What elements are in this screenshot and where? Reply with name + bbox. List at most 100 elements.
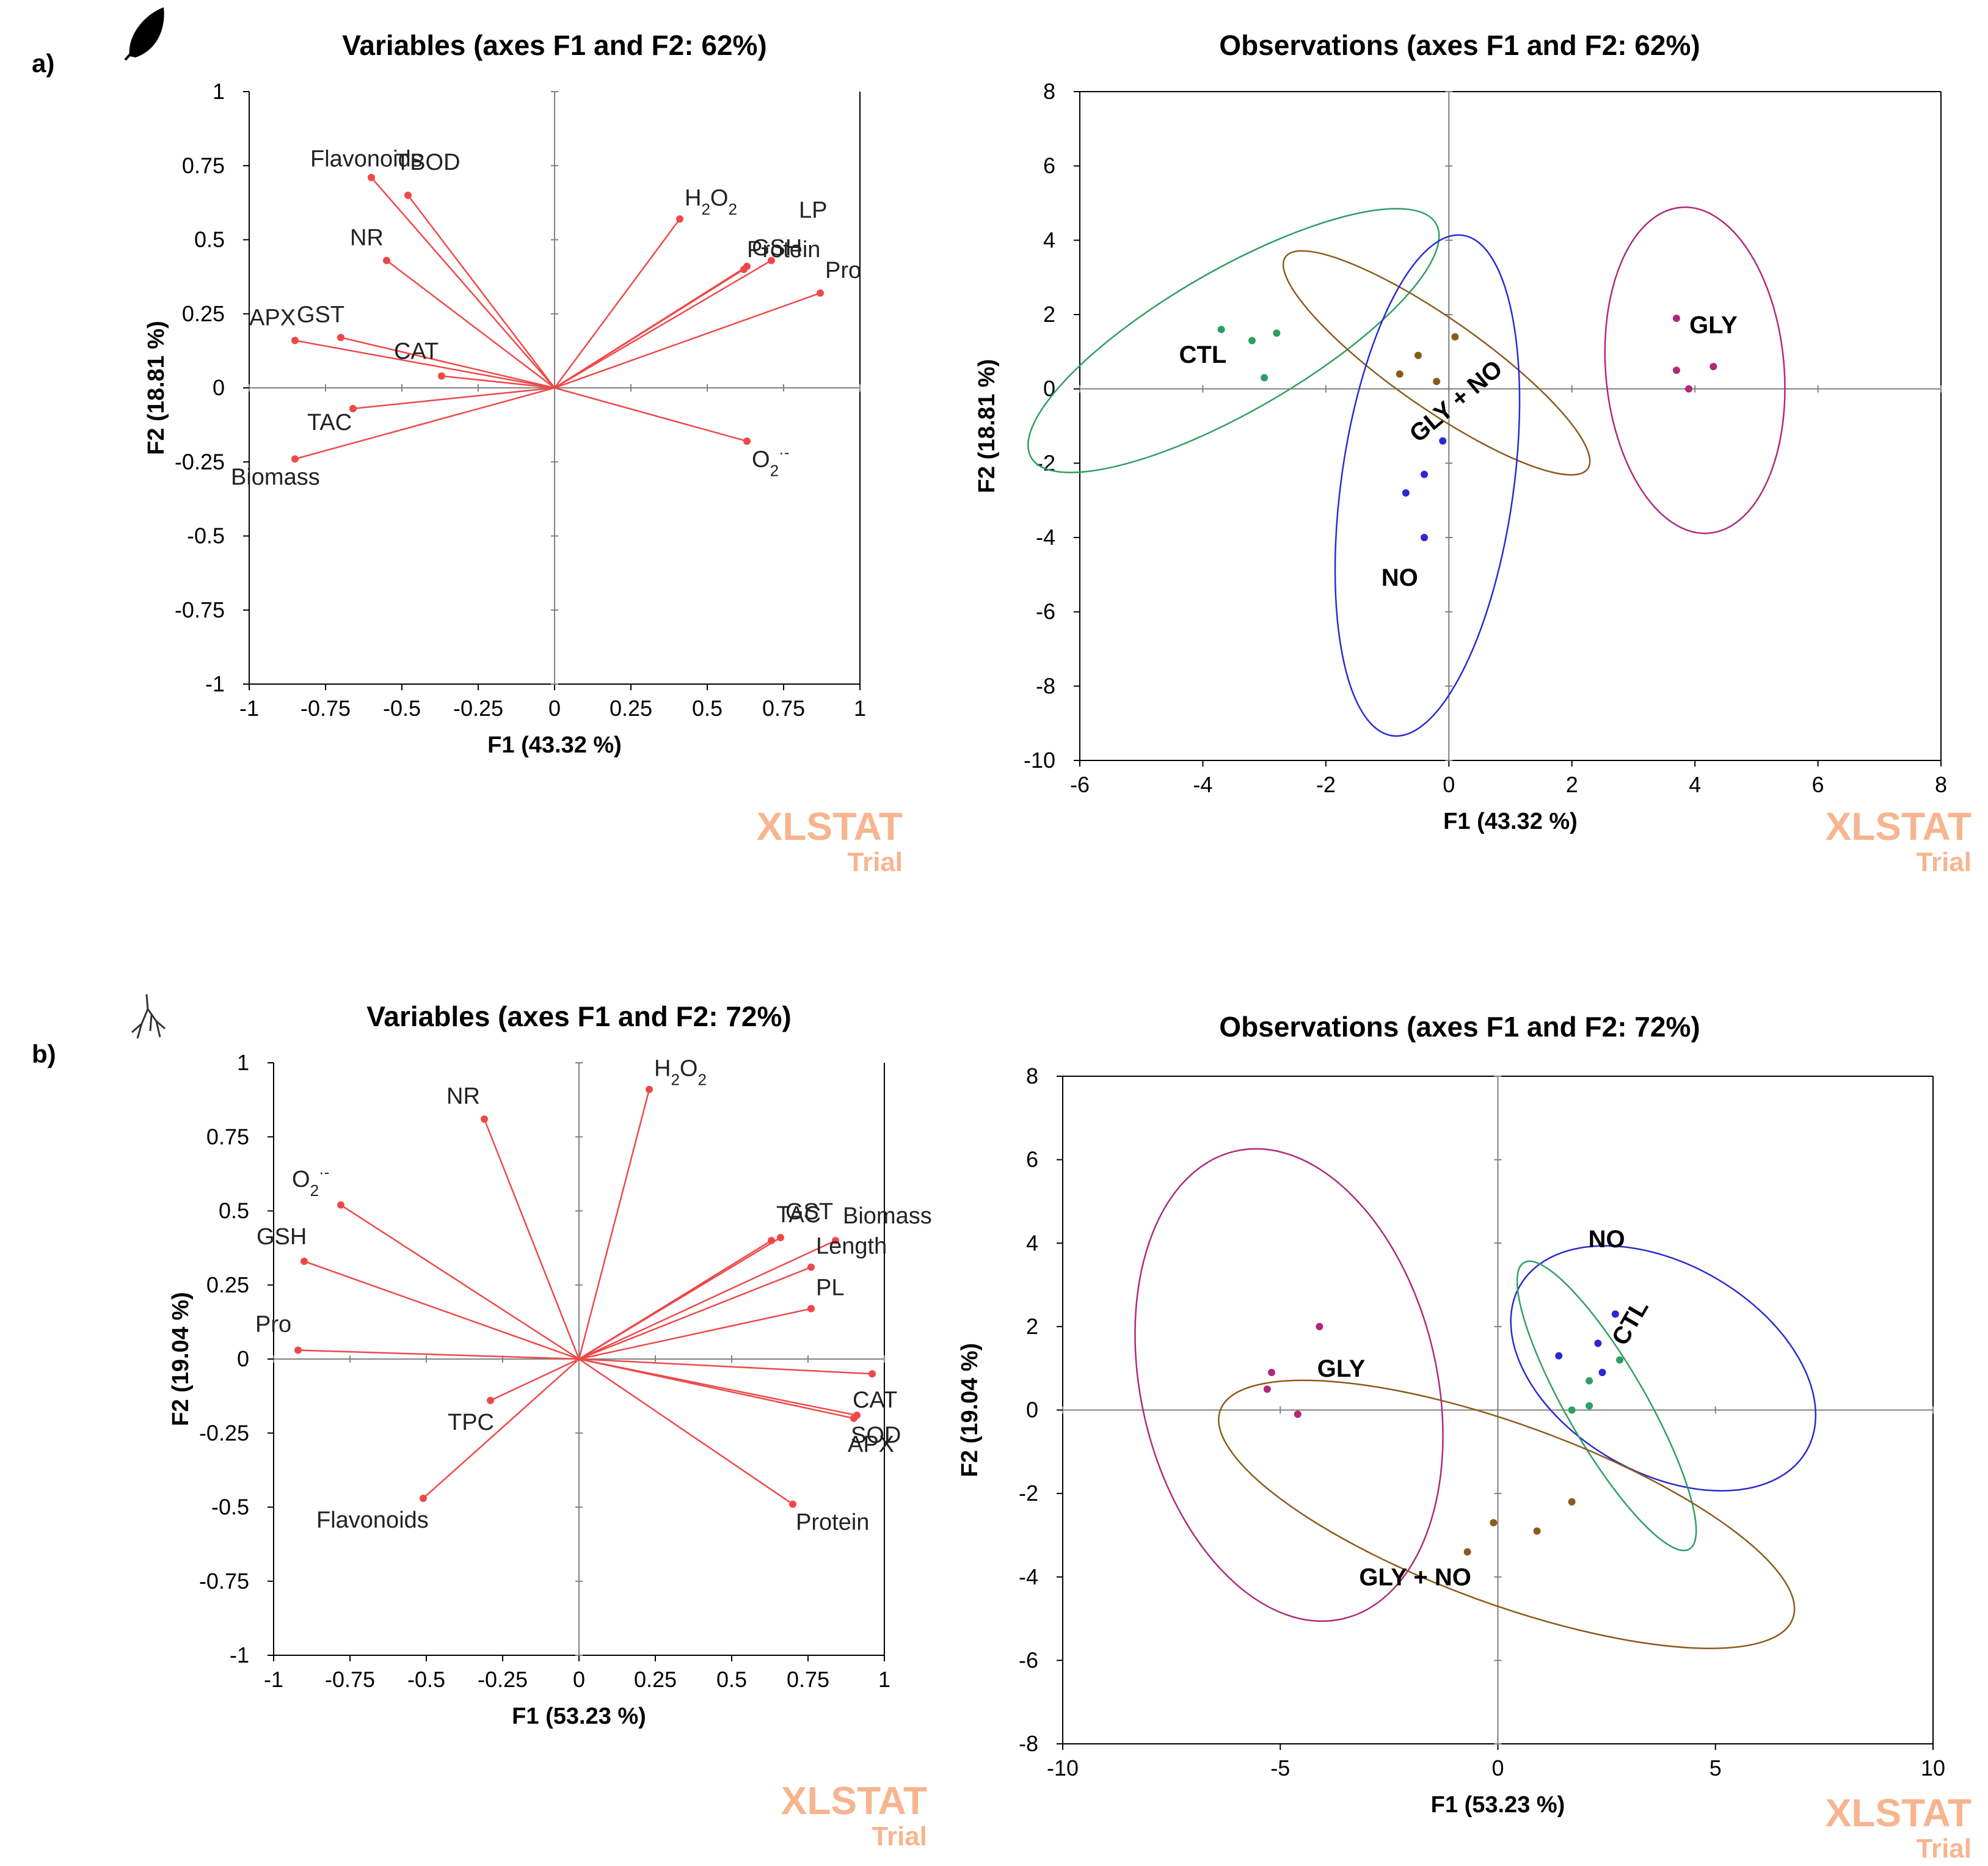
variable-vector bbox=[340, 1204, 580, 1360]
variable-point bbox=[768, 257, 775, 264]
variable-label: Flavonoids bbox=[310, 147, 423, 172]
observation-point bbox=[1672, 315, 1680, 323]
variable-label: Biomass bbox=[843, 1203, 932, 1229]
y-tick-label: -0.25 bbox=[175, 449, 225, 474]
y-tick-label: 0.25 bbox=[182, 301, 225, 326]
variable-vector bbox=[297, 1349, 580, 1360]
group-ellipse bbox=[1604, 206, 1786, 534]
observation-point bbox=[1294, 1410, 1302, 1418]
panel-label-b: b) bbox=[32, 1040, 56, 1068]
watermark-note: Trial bbox=[848, 847, 903, 877]
variable-point bbox=[383, 257, 390, 264]
variable-label: GSH bbox=[752, 235, 802, 261]
x-tick-label: 0.75 bbox=[787, 1667, 829, 1692]
x-tick-label: -10 bbox=[1047, 1755, 1079, 1780]
variable-vector bbox=[490, 1358, 580, 1402]
y-tick-label: 4 bbox=[1026, 1230, 1038, 1255]
y-tick-label: -6 bbox=[1019, 1647, 1038, 1672]
observation-point bbox=[1533, 1527, 1541, 1535]
x-tick-label: 0 bbox=[1491, 1755, 1504, 1780]
chart-title: Variables (axes F1 and F2: 62%) bbox=[342, 29, 766, 61]
variable-vector bbox=[352, 387, 555, 410]
group-label: NO bbox=[1382, 564, 1418, 591]
observation-point bbox=[1414, 351, 1422, 359]
observation-point bbox=[1555, 1352, 1563, 1360]
x-axis-label: F1 (53.23 %) bbox=[1431, 1792, 1565, 1818]
observation-point bbox=[1402, 489, 1410, 497]
variable-vector bbox=[304, 1260, 580, 1360]
variable-label: CAT bbox=[394, 339, 439, 365]
x-tick-label: 0 bbox=[573, 1667, 585, 1692]
variable-point bbox=[740, 266, 748, 273]
y-axis-label: F2 (18.81 %) bbox=[144, 321, 169, 455]
x-tick-label: 2 bbox=[1566, 772, 1578, 797]
observation-point bbox=[1421, 470, 1428, 478]
group-ellipse bbox=[1134, 1148, 1444, 1622]
x-tick-label: 0 bbox=[1443, 772, 1455, 797]
y-tick-label: -10 bbox=[1024, 748, 1055, 773]
variable-vector bbox=[578, 1358, 793, 1505]
variable-label: LP bbox=[799, 197, 827, 223]
y-tick-label: -2 bbox=[1036, 450, 1055, 475]
group-label: NO bbox=[1589, 1226, 1625, 1253]
y-tick-label: 8 bbox=[1043, 79, 1055, 104]
variable-label: TPC bbox=[448, 1410, 494, 1435]
variable-point bbox=[368, 173, 375, 181]
group-ellipse bbox=[1516, 1260, 1697, 1551]
x-axis-label: F1 (43.32 %) bbox=[1443, 809, 1578, 834]
variable-label: PL bbox=[816, 1275, 844, 1301]
x-tick-label: 1 bbox=[854, 696, 866, 721]
variable-label: Pro bbox=[255, 1311, 291, 1337]
x-tick-label: 0.25 bbox=[634, 1667, 677, 1692]
variable-point bbox=[676, 215, 683, 223]
y-tick-label: 0 bbox=[237, 1346, 249, 1371]
x-tick-label: -4 bbox=[1193, 772, 1212, 797]
x-tick-label: 0.5 bbox=[716, 1667, 747, 1692]
observation-point bbox=[1248, 337, 1256, 344]
variable-point bbox=[291, 455, 299, 463]
x-tick-label: 0.75 bbox=[762, 696, 805, 721]
variable-label: GST bbox=[297, 302, 344, 328]
variable-point bbox=[777, 1234, 784, 1242]
y-tick-label: -0.5 bbox=[187, 523, 225, 549]
variable-vector bbox=[483, 1118, 580, 1360]
variable-point bbox=[487, 1396, 494, 1404]
variable-vector bbox=[578, 1237, 781, 1360]
variable-vector bbox=[578, 1239, 836, 1360]
variable-label: Biomass bbox=[231, 464, 320, 490]
y-tick-label: 2 bbox=[1026, 1314, 1038, 1339]
x-tick-label: -6 bbox=[1070, 772, 1090, 797]
watermark-brand: XLSTAT bbox=[1826, 1791, 1972, 1835]
variable-vector bbox=[578, 1308, 812, 1360]
observation-point bbox=[1709, 363, 1717, 371]
variable-vector bbox=[386, 260, 555, 388]
variable-point bbox=[807, 1305, 815, 1313]
group-ellipse bbox=[1510, 1245, 1817, 1492]
group-label: GLY bbox=[1689, 312, 1738, 338]
chart-title: Observations (axes F1 and F2: 62%) bbox=[1219, 29, 1700, 61]
variable-vector bbox=[340, 337, 555, 389]
x-tick-label: -0.75 bbox=[300, 696, 351, 721]
variable-label: NR bbox=[446, 1084, 480, 1109]
y-tick-label: -8 bbox=[1019, 1731, 1038, 1756]
variable-label: APX bbox=[249, 305, 296, 330]
group-ellipse bbox=[1218, 1379, 1796, 1649]
x-tick-label: -0.5 bbox=[407, 1667, 445, 1692]
x-tick-label: 0.5 bbox=[692, 696, 723, 721]
observation-point bbox=[1672, 366, 1680, 374]
y-tick-label: 8 bbox=[1026, 1063, 1038, 1088]
variable-vector bbox=[554, 292, 821, 389]
y-tick-label: 6 bbox=[1043, 153, 1055, 178]
chart-title: Observations (axes F1 and F2: 72%) bbox=[1219, 1011, 1700, 1043]
y-tick-label: -6 bbox=[1036, 599, 1055, 624]
variable-point bbox=[349, 404, 357, 412]
y-tick-label: -0.5 bbox=[211, 1495, 249, 1520]
y-tick-label: -4 bbox=[1019, 1564, 1038, 1589]
group-ellipse bbox=[1027, 208, 1440, 473]
watermark-b-obs: XLSTAT Trial bbox=[1826, 1791, 1972, 1864]
variable-point bbox=[817, 289, 824, 297]
x-tick-label: -0.25 bbox=[453, 696, 503, 721]
y-tick-label: -4 bbox=[1036, 525, 1055, 550]
variable-label: Protein bbox=[747, 237, 820, 263]
